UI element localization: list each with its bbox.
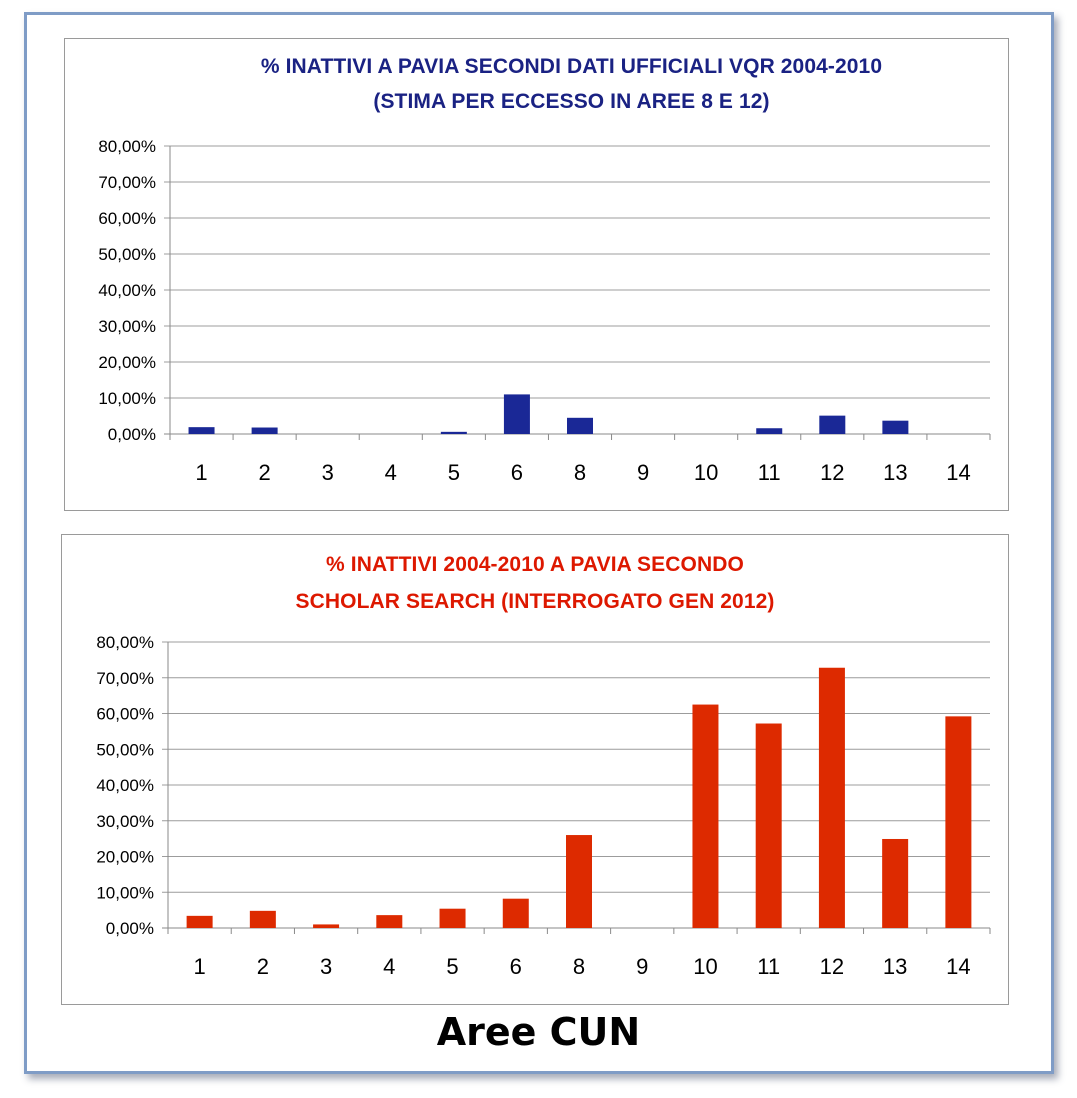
bar-area-3 bbox=[313, 924, 340, 928]
chart-title-line-1: % INATTIVI 2004-2010 A PAVIA SECONDO bbox=[326, 553, 744, 576]
chart-title-line-2: (STIMA PER ECCESSO IN AREE 8 E 12) bbox=[373, 90, 770, 113]
x-tick-label: 8 bbox=[574, 460, 586, 485]
bar-area-5 bbox=[439, 908, 466, 928]
bar-area-4 bbox=[376, 915, 403, 928]
bar-area-11 bbox=[756, 428, 783, 434]
x-tick-label: 13 bbox=[883, 954, 907, 979]
x-axis-caption: Aree CUN bbox=[436, 1010, 641, 1054]
bar-area-2 bbox=[249, 910, 276, 928]
bar-area-13 bbox=[882, 838, 909, 928]
y-tick-label: 10,00% bbox=[98, 389, 156, 408]
y-tick-label: 60,00% bbox=[98, 209, 156, 228]
chart-title-line-2: SCHOLAR SEARCH (INTERROGATO GEN 2012) bbox=[295, 590, 775, 613]
x-tick-label: 10 bbox=[693, 954, 717, 979]
x-tick-label: 9 bbox=[636, 954, 648, 979]
x-tick-label: 4 bbox=[383, 954, 395, 979]
x-tick-label: 5 bbox=[446, 954, 458, 979]
bar-area-8 bbox=[567, 417, 593, 434]
x-tick-label: 6 bbox=[510, 954, 522, 979]
x-tick-label: 3 bbox=[320, 954, 332, 979]
bar-chart-scholar: 0,00% 10,00% 20,00% 30,00% 40,00% 50,00% 60,00… bbox=[96, 633, 991, 979]
x-tick-label: 14 bbox=[946, 460, 970, 485]
y-tick-label: 50,00% bbox=[96, 740, 154, 759]
x-tick-label: 1 bbox=[195, 460, 207, 485]
bar-area-11 bbox=[755, 723, 782, 928]
bar-area-10 bbox=[692, 704, 719, 928]
bar-chart-vqr: 0,00% 10,00% 20,00% 30,00% 40,00% 50,00% 60,00… bbox=[98, 137, 991, 485]
bar-area-12 bbox=[819, 415, 846, 434]
x-tick-label: 2 bbox=[257, 954, 269, 979]
y-tick-label: 0,00% bbox=[108, 425, 156, 444]
bar-area-13 bbox=[882, 420, 909, 434]
y-tick-label: 20,00% bbox=[98, 353, 156, 372]
y-tick-label: 10,00% bbox=[96, 883, 154, 902]
x-tick-label: 10 bbox=[694, 460, 718, 485]
y-tick-label: 20,00% bbox=[96, 848, 154, 867]
bar-area-14 bbox=[945, 716, 972, 928]
y-tick-label: 40,00% bbox=[98, 281, 156, 300]
bar-area-12 bbox=[818, 667, 845, 928]
x-tick-label: 11 bbox=[757, 954, 780, 979]
x-tick-label: 12 bbox=[820, 460, 844, 485]
bar-area-1 bbox=[188, 427, 215, 434]
y-tick-label: 40,00% bbox=[96, 776, 154, 795]
bar-area-6 bbox=[503, 394, 530, 434]
y-tick-label: 80,00% bbox=[96, 633, 154, 652]
x-tick-label: 6 bbox=[511, 460, 523, 485]
bar-area-8 bbox=[566, 835, 592, 928]
chart-title-line-1: % INATTIVI A PAVIA SECONDI DATI UFFICIAL… bbox=[260, 55, 883, 78]
x-tick-label: 14 bbox=[946, 954, 970, 979]
y-tick-label: 30,00% bbox=[96, 812, 154, 831]
y-tick-label: 60,00% bbox=[96, 705, 154, 724]
chart-panel-scholar: % INATTIVI 2004-2010 A PAVIA SECONDO SCH… bbox=[61, 534, 1009, 1005]
bar-area-6 bbox=[502, 898, 529, 928]
x-tick-label: 1 bbox=[193, 954, 205, 979]
x-tick-label: 11 bbox=[758, 460, 781, 485]
x-tick-label: 13 bbox=[883, 460, 907, 485]
y-tick-label: 0,00% bbox=[106, 919, 154, 938]
y-tick-label: 50,00% bbox=[98, 245, 156, 264]
bar-area-5 bbox=[440, 431, 467, 434]
bar-area-1 bbox=[186, 915, 213, 928]
x-tick-label: 4 bbox=[385, 460, 397, 485]
x-tick-label: 9 bbox=[637, 460, 649, 485]
y-tick-label: 70,00% bbox=[98, 173, 156, 192]
y-tick-label: 80,00% bbox=[98, 137, 156, 156]
x-tick-label: 3 bbox=[322, 460, 334, 485]
y-tick-label: 30,00% bbox=[98, 317, 156, 336]
x-tick-label: 2 bbox=[258, 460, 270, 485]
x-tick-label: 5 bbox=[448, 460, 460, 485]
bar-area-2 bbox=[251, 427, 278, 434]
x-tick-label: 12 bbox=[820, 954, 844, 979]
x-tick-label: 8 bbox=[573, 954, 585, 979]
chart-panel-vqr: % INATTIVI A PAVIA SECONDI DATI UFFICIAL… bbox=[64, 38, 1009, 511]
y-tick-label: 70,00% bbox=[96, 669, 154, 688]
